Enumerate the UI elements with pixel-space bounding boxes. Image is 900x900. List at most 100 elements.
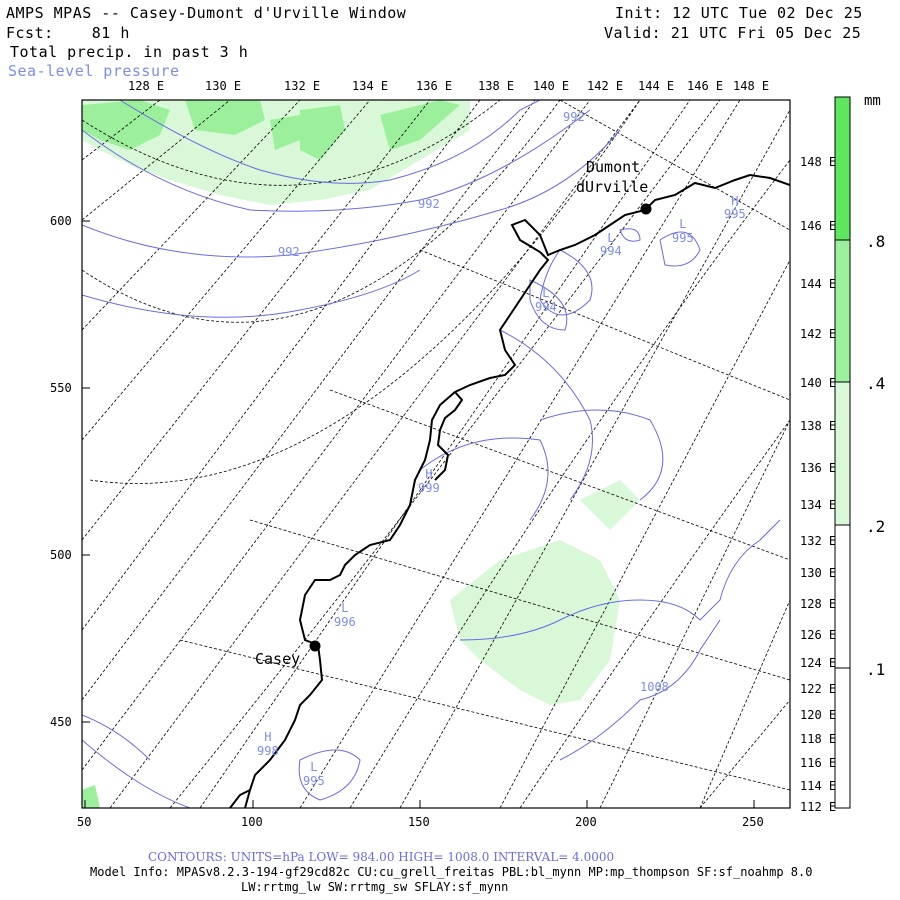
slp-high-label: H 999 (418, 467, 440, 495)
x-axis-label: 100 (241, 815, 263, 829)
init-time: Init: 12 UTC Tue 02 Dec 25 (615, 4, 863, 22)
colorbar-segment-0.2 (835, 382, 850, 525)
top-lon-label: 148 E (733, 79, 770, 93)
top-lon-label: 146 E (687, 79, 724, 93)
right-lon-label: 136 E (800, 461, 837, 475)
x-axis-label: 50 (77, 815, 92, 829)
forecast-value: 81 h (91, 24, 130, 42)
slp-type: L (607, 231, 615, 245)
slp-high-label: H 995 (724, 195, 746, 221)
place-label-dumont: Dumont (586, 158, 641, 176)
colorbar-label: .2 (866, 517, 886, 536)
casey-marker (309, 640, 321, 652)
slp-type: L (341, 601, 349, 615)
axis-ticks (82, 220, 755, 808)
colorbar-label: .4 (866, 374, 886, 393)
slp-type: H (731, 194, 739, 208)
right-lon-label: 116 E (800, 756, 837, 770)
map-title: AMPS MPAS -- Casey-Dumont d'Urville Wind… (6, 4, 407, 22)
x-axis-label: 150 (408, 815, 430, 829)
top-lon-label: 134 E (352, 79, 389, 93)
slp-type: L (679, 217, 687, 231)
right-lon-label: 142 E (800, 327, 837, 341)
right-lon-label: 130 E (800, 566, 837, 580)
slp-type: L (310, 760, 318, 774)
slp-value: 994 (600, 244, 622, 258)
y-axis-label: 450 (50, 715, 72, 729)
map-background (82, 100, 790, 808)
slp-type: H (425, 467, 433, 481)
slp-value: 996 (334, 615, 356, 629)
slp-low-label: L 994 (600, 232, 622, 258)
slp-label: 1008 (640, 680, 669, 694)
colorbar-segment-0.8 (835, 97, 850, 240)
top-lon-label: 142 E (587, 79, 624, 93)
top-lon-label: 140 E (533, 79, 570, 93)
slp-value: 994 (535, 300, 557, 314)
colorbar-label: .8 (866, 232, 886, 251)
right-lon-label: 146 E (800, 219, 837, 233)
right-lon-label: 148 E (800, 155, 837, 169)
model-info: Model Info: MPASv8.2.3-194-gf29cd82c CU:… (90, 865, 813, 879)
slp-value: 995 (303, 774, 325, 788)
right-lon-label: 126 E (800, 628, 837, 642)
right-lon-label: 132 E (800, 534, 837, 548)
field-precip-label: Total precip. in past 3 h (10, 43, 249, 61)
y-axis-label: 550 (50, 381, 72, 395)
right-lon-label: 124 E (800, 656, 837, 670)
top-lon-label: 138 E (478, 79, 515, 93)
y-axis-label: 600 (50, 214, 72, 228)
right-lon-label: 138 E (800, 419, 837, 433)
slp-value: 995 (724, 207, 746, 221)
colorbar-border (834, 96, 851, 809)
slp-high-label: H 998 (257, 730, 279, 758)
x-axis-label: 250 (742, 815, 764, 829)
slp-contours (82, 100, 781, 808)
colorbar (834, 96, 851, 809)
slp-label: 992 (418, 197, 440, 211)
valid-time: Valid: 21 UTC Fri 05 Dec 25 (604, 24, 862, 42)
right-lon-label: 122 E (800, 682, 837, 696)
slp-low-label: L 994 (535, 286, 557, 314)
slp-label: 992 (278, 245, 300, 259)
contour-info: CONTOURS: UNITS=hPa LOW= 984.00 HIGH= 10… (148, 850, 615, 864)
top-lon-label: 128 E (128, 79, 165, 93)
slp-value: 995 (672, 231, 694, 245)
place-label-casey: Casey (255, 650, 301, 668)
top-lon-label: 136 E (416, 79, 453, 93)
colorbar-label: .1 (866, 660, 886, 679)
slp-type: L (542, 286, 550, 300)
slp-low-label: L 996 (334, 601, 356, 629)
place-label-durville: dUrville (576, 178, 649, 196)
dumont-durville-marker (640, 203, 652, 215)
slp-type: H (264, 730, 272, 744)
x-axis-label: 200 (575, 815, 597, 829)
right-lon-label: 120 E (800, 708, 837, 722)
y-axis-label: 500 (50, 548, 72, 562)
right-lon-label: 112 E (800, 800, 837, 814)
colorbar-segment-0.4 (835, 240, 850, 382)
top-lon-label: 144 E (638, 79, 675, 93)
top-lon-label: 132 E (284, 79, 321, 93)
colorbar-segment-0.1 (835, 525, 850, 668)
field-slp-label: Sea-level pressure (8, 62, 180, 80)
slp-low-label: L 995 (672, 217, 694, 245)
forecast-label: Fcst: (6, 24, 54, 42)
slp-value: 998 (257, 744, 279, 758)
graticule (82, 100, 790, 808)
forecast-hour-label: Fcst: 81 h (6, 24, 130, 42)
plot-border (81, 99, 791, 809)
model-info-2: LW:rrtmg_lw SW:rrtmg_sw SFLAY:sf_mynn (241, 880, 509, 894)
right-lon-label: 118 E (800, 732, 837, 746)
slp-low-label: L 995 (303, 760, 325, 788)
slp-value: 999 (418, 481, 440, 495)
top-lon-label: 130 E (205, 79, 242, 93)
slp-label: 992 (563, 110, 585, 124)
colorbar-units: mm (864, 93, 881, 109)
right-lon-label: 144 E (800, 277, 837, 291)
right-lon-label: 134 E (800, 498, 837, 512)
right-lon-label: 128 E (800, 597, 837, 611)
right-lon-label: 140 E (800, 376, 837, 390)
right-lon-label: 114 E (800, 779, 837, 793)
